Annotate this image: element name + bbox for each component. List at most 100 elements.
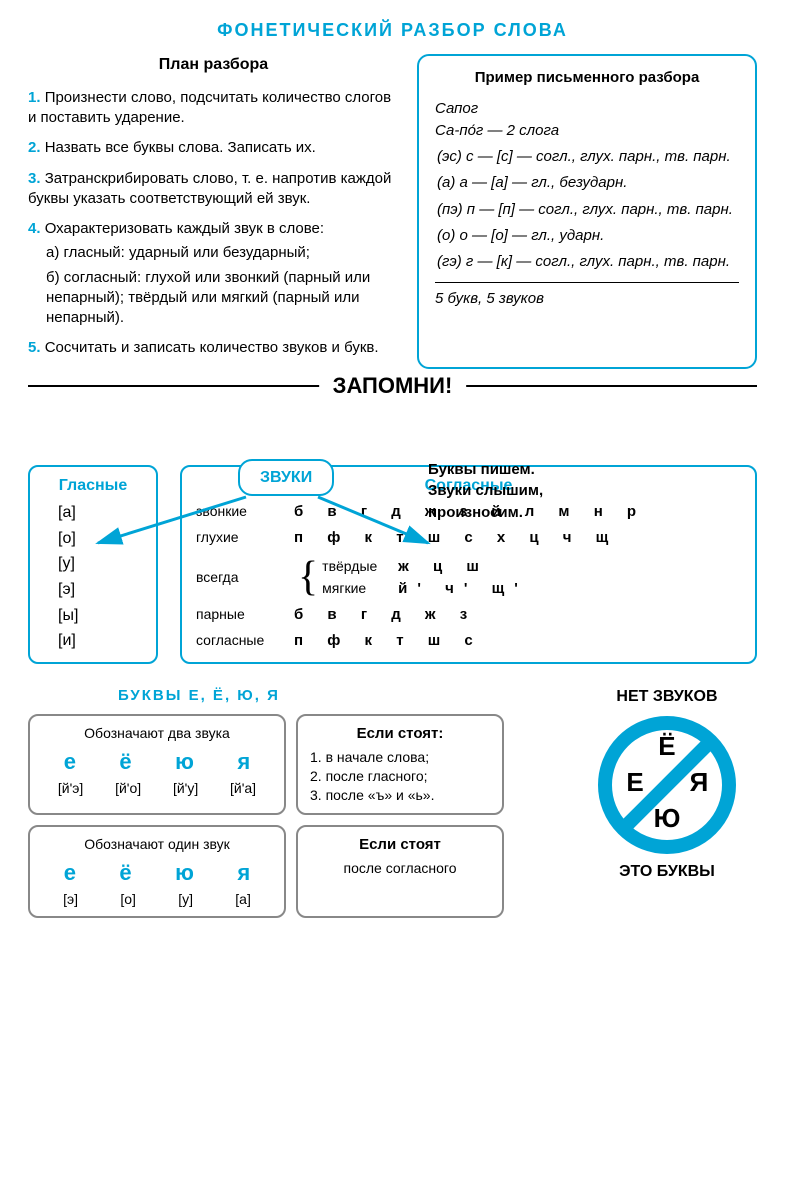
cond-title: Если стоят: bbox=[310, 724, 490, 744]
ee-sound: [й'у] bbox=[173, 779, 198, 798]
cons-letters: ж ц ш bbox=[398, 557, 489, 577]
cons-letters: п ф к т ш с х ц ч щ bbox=[294, 528, 618, 548]
plan-item: 1. Произнести слово, подсчитать количест… bbox=[28, 88, 399, 129]
plan-item: 2. Назвать все буквы слова. Записать их. bbox=[28, 138, 399, 158]
bottom-section: БУКВЫ Е, Ё, Ю, Я Обозначают два звука е … bbox=[28, 686, 757, 929]
example-heading: Пример письменного разбора bbox=[435, 68, 739, 88]
ee-letter: ё bbox=[119, 858, 131, 888]
plan-heading: План разбора bbox=[28, 54, 399, 76]
two-sounds-box: Обозначают два звука е ё ю я [й'э] [й'о]… bbox=[28, 714, 286, 815]
plan-text: Сосчитать и записать количество звуков и… bbox=[45, 339, 379, 356]
cons-letters: п ф к т ш с bbox=[294, 631, 483, 651]
ee-letter: е bbox=[64, 858, 76, 888]
tip-line: произносим. bbox=[428, 502, 543, 524]
plan-item: 4. Охарактеризовать каждый звук в слове:… bbox=[28, 219, 399, 328]
ee-letter: е bbox=[64, 747, 76, 777]
ee-sound: [й'э] bbox=[58, 779, 83, 798]
ee-letter: ю bbox=[175, 747, 194, 777]
always-sub: твёрдые bbox=[322, 557, 398, 577]
svg-text:Ё: Ё bbox=[658, 731, 675, 761]
vowel-item: [и] bbox=[58, 630, 138, 652]
cond-item: 2. после гласного; bbox=[310, 767, 490, 786]
plan-num: 3. bbox=[28, 170, 41, 187]
ee-sound: [й'а] bbox=[230, 779, 256, 798]
cons-label: звонкие bbox=[196, 502, 294, 521]
plan-column: План разбора 1. Произнести слово, подсчи… bbox=[28, 54, 399, 368]
cond-title: Если стоят bbox=[310, 835, 490, 855]
section-divider: ЗАПОМНИ! bbox=[28, 385, 757, 387]
remember-heading: ЗАПОМНИ! bbox=[319, 371, 467, 401]
plan-num: 1. bbox=[28, 89, 41, 106]
cons-label: согласные bbox=[196, 631, 294, 650]
tip-line: Звуки слышим, bbox=[428, 480, 543, 502]
analysis-line: (пэ) п — [п] — согл., глух. парн., тв. п… bbox=[437, 200, 739, 220]
conditions-box: Если стоят: 1. в начале слова; 2. после … bbox=[296, 714, 504, 815]
brace-icon: { bbox=[298, 561, 318, 593]
example-word: Сапог bbox=[435, 99, 739, 119]
vowels-heading: Гласные bbox=[48, 475, 138, 497]
page-title: ФОНЕТИЧЕСКИЙ РАЗБОР СЛОВА bbox=[28, 18, 757, 42]
vowel-item: [о] bbox=[58, 528, 138, 550]
plan-text: Назвать все буквы слова. Записать их. bbox=[45, 139, 316, 156]
plan-item: 5. Сосчитать и записать количество звуко… bbox=[28, 338, 399, 358]
ee-row: Обозначают один звук е ё ю я [э] [о] [у]… bbox=[28, 825, 549, 918]
sounds-node: ЗВУКИ bbox=[238, 459, 334, 497]
one-sound-box: Обозначают один звук е ё ю я [э] [о] [у]… bbox=[28, 825, 286, 918]
plan-num: 5. bbox=[28, 339, 41, 356]
vowel-item: [ы] bbox=[58, 605, 138, 627]
cons-label: глухие bbox=[196, 528, 294, 547]
svg-text:Ю: Ю bbox=[654, 803, 681, 833]
sounds-section: ЗВУКИ Буквы пишем. Звуки слышим, произно… bbox=[28, 465, 757, 664]
always-sub: мягкие bbox=[322, 579, 398, 599]
ee-letter: ю bbox=[175, 858, 194, 888]
cons-row: парные б в г д ж з bbox=[196, 605, 741, 625]
ee-letter: ё bbox=[119, 747, 131, 777]
plan-num: 2. bbox=[28, 139, 41, 156]
no-sounds-footer: ЭТО БУКВЫ bbox=[577, 861, 757, 883]
svg-text:Е: Е bbox=[626, 767, 643, 797]
ee-letter: я bbox=[237, 747, 250, 777]
prohibition-icon: Ё Е Я Ю bbox=[597, 715, 737, 855]
ee-letters: е ё ю я bbox=[42, 747, 272, 777]
cons-letters: й' ч' щ' bbox=[398, 579, 528, 599]
always-block: всегда { твёрдыеж ц ш мягкией' ч' щ' bbox=[196, 555, 741, 600]
ee-sound: [у] bbox=[178, 890, 193, 909]
tip-text: Буквы пишем. Звуки слышим, произносим. bbox=[428, 459, 543, 524]
ee-sound: [а] bbox=[235, 890, 251, 909]
analysis-line: (а) а — [а] — гл., безударн. bbox=[437, 173, 739, 193]
vowel-item: [а] bbox=[58, 502, 138, 524]
ee-letter: я bbox=[237, 858, 250, 888]
ee-sounds: [й'э] [й'о] [й'у] [й'а] bbox=[42, 779, 272, 798]
plan-subitem: б) согласный: глухой или звонкий (парный… bbox=[46, 268, 399, 329]
example-syllables: Са-по́г — 2 слога bbox=[435, 121, 739, 141]
cons-row: глухие п ф к т ш с х ц ч щ bbox=[196, 528, 741, 548]
analysis-line: (о) о — [о] — гл., ударн. bbox=[437, 226, 739, 246]
plan-item: 3. Затранскрибировать слово, т. е. напро… bbox=[28, 169, 399, 210]
cons-letters: б в г д ж з bbox=[294, 605, 477, 625]
example-footer: 5 букв, 5 звуков bbox=[435, 282, 739, 309]
svg-text:Я: Я bbox=[690, 767, 709, 797]
no-sounds-title: НЕТ ЗВУКОВ bbox=[577, 686, 757, 708]
no-sounds-box: НЕТ ЗВУКОВ Ё Е Я Ю ЭТО БУКВЫ bbox=[577, 686, 757, 929]
vowel-item: [у] bbox=[58, 553, 138, 575]
ee-sound: [й'о] bbox=[115, 779, 141, 798]
cond-item: после согласного bbox=[310, 859, 490, 878]
ee-label: Обозначают один звук bbox=[42, 835, 272, 854]
plan-text: Затранскрибировать слово, т. е. напротив… bbox=[28, 170, 391, 207]
ee-sounds: [э] [о] [у] [а] bbox=[42, 890, 272, 909]
analysis-line: (гэ) г — [к] — согл., глух. парн., тв. п… bbox=[437, 252, 739, 272]
cons-row: согласные п ф к т ш с bbox=[196, 631, 741, 651]
plan-text: Произнести слово, подсчитать количество … bbox=[28, 89, 391, 126]
example-box: Пример письменного разбора Сапог Са-по́г… bbox=[417, 54, 757, 368]
analysis-line: (эс) с — [с] — согл., глух. парн., тв. п… bbox=[437, 147, 739, 167]
cond-item: 1. в начале слова; bbox=[310, 748, 490, 767]
cons-label: всегда bbox=[196, 568, 294, 587]
ee-title: БУКВЫ Е, Ё, Ю, Я bbox=[118, 686, 549, 706]
cons-label: парные bbox=[196, 605, 294, 624]
cond-item: 3. после «ъ» и «ь». bbox=[310, 786, 490, 805]
ee-label: Обозначают два звука bbox=[42, 724, 272, 743]
condition2-box: Если стоят после согласного bbox=[296, 825, 504, 918]
top-section: План разбора 1. Произнести слово, подсчи… bbox=[28, 54, 757, 368]
tip-line: Буквы пишем. bbox=[428, 459, 543, 481]
plan-subitem: а) гласный: ударный или безударный; bbox=[46, 243, 399, 263]
